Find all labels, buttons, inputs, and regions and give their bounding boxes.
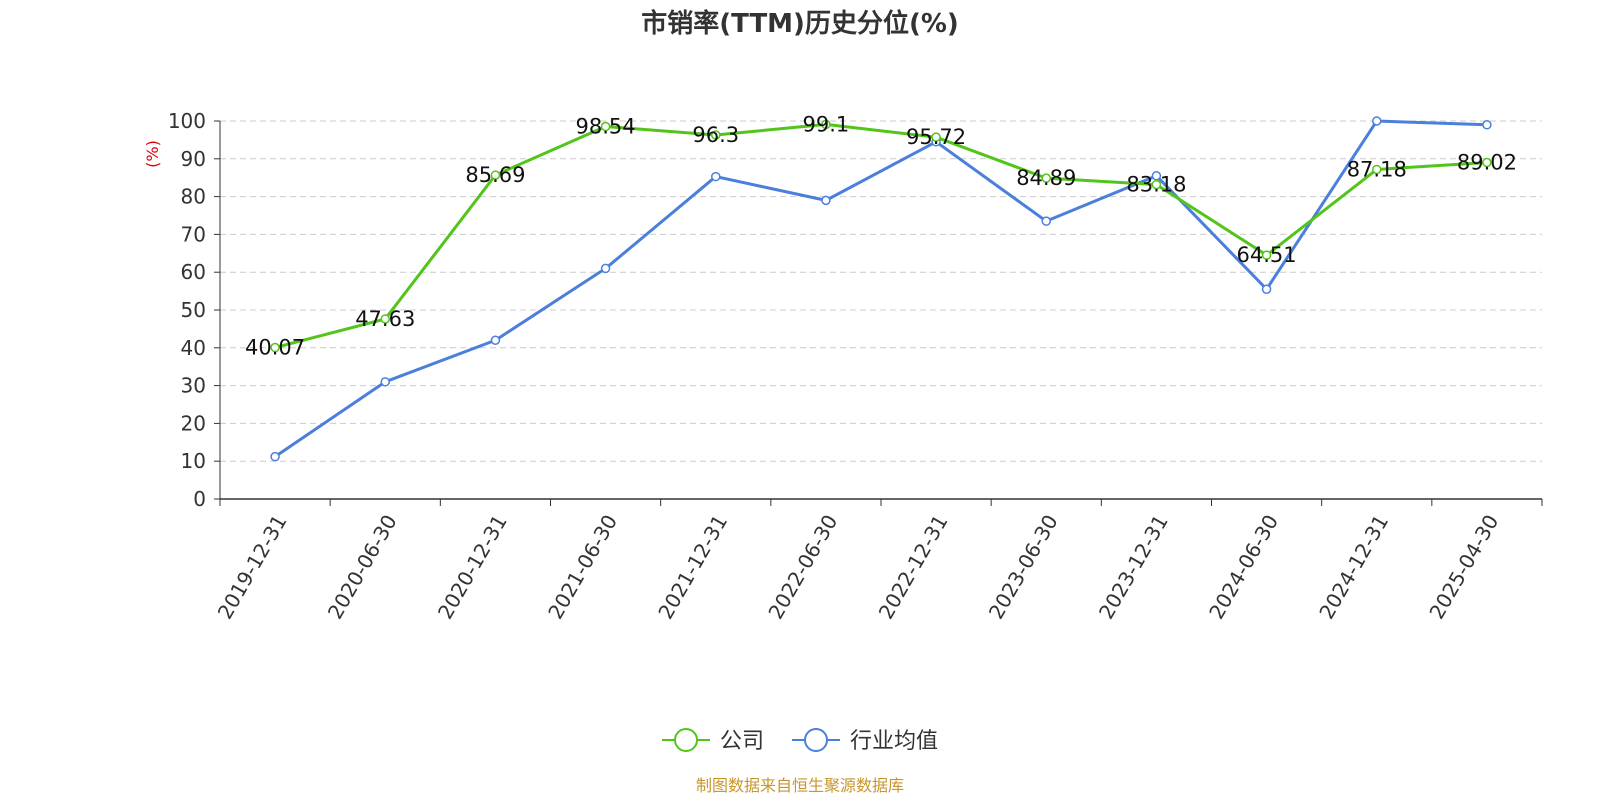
industry-average-point[interactable] <box>270 451 280 462</box>
company-point[interactable] <box>270 342 280 353</box>
legend-label: 行业均值 <box>850 729 938 754</box>
series-line-industry-average <box>274 119 1487 458</box>
legend-label: 公司 <box>720 729 764 754</box>
company-point[interactable] <box>1482 157 1492 168</box>
y-tick-label: 90 <box>181 147 206 171</box>
company-point[interactable] <box>1151 179 1162 190</box>
y-tick-label: 30 <box>181 374 206 398</box>
industry-average-point[interactable] <box>1261 284 1272 294</box>
x-tick-label: 2023-12-31 <box>1094 511 1173 624</box>
series-points <box>270 116 1492 462</box>
y-axis-ticks: 0 10 20 30 40 50 60 70 80 90 100 <box>168 109 206 511</box>
y-tick-label: 0 <box>193 487 206 511</box>
industry-average-point[interactable] <box>380 377 390 387</box>
x-tick-label: 2024-12-31 <box>1314 511 1393 624</box>
company-point[interactable] <box>490 170 501 180</box>
axes <box>214 120 1543 506</box>
industry-average-point[interactable] <box>490 335 501 345</box>
y-tick-label: 70 <box>181 222 206 246</box>
legend-marker <box>804 728 828 752</box>
data-label: 64.51 <box>1237 243 1297 267</box>
data-label: 99.1 <box>803 112 850 136</box>
x-tick-label: 2020-12-31 <box>433 510 512 623</box>
legend-marker <box>674 728 698 752</box>
gridlines <box>220 120 1542 462</box>
company-point[interactable] <box>380 314 390 324</box>
x-tick-label: 2021-06-30 <box>543 511 622 624</box>
data-label: 85.69 <box>465 163 525 187</box>
x-axis-ticks: 2019-12-31 2020-06-30 2020-12-31 2021-06-30… <box>213 510 1504 623</box>
company-point[interactable] <box>600 121 611 132</box>
industry-average-point[interactable] <box>1151 171 1162 181</box>
x-tick-label: 2024-06-30 <box>1204 511 1283 624</box>
source-note: 制图数据来自恒生聚源数据库 <box>696 776 904 795</box>
data-labels: 40.07 47.63 85.69 98.54 96.3 99.1 95.72 84.89 83… <box>245 112 1517 359</box>
series-line-company <box>274 122 1488 349</box>
data-label: 83.18 <box>1126 173 1186 197</box>
x-tick-label: 2020-06-30 <box>323 511 402 624</box>
legend[interactable]: 公司 行业均值 <box>662 728 938 754</box>
y-tick-label: 40 <box>181 336 206 360</box>
industry-average-point[interactable] <box>1372 116 1382 126</box>
company-point[interactable] <box>711 130 721 140</box>
y-tick-label: 100 <box>168 109 206 133</box>
company-point[interactable] <box>821 119 831 130</box>
x-tick-label: 2023-06-30 <box>984 511 1063 624</box>
industry-average-point[interactable] <box>600 263 611 274</box>
x-tick-label: 2019-12-31 <box>213 511 292 624</box>
data-label: 98.54 <box>576 115 636 139</box>
x-tick-label: 2022-06-30 <box>763 511 842 624</box>
y-tick-label: 50 <box>181 298 206 322</box>
data-label: 89.02 <box>1457 151 1517 175</box>
legend-item-industry-average[interactable]: 行业均值 <box>792 728 938 754</box>
x-tick-label: 2025-04-30 <box>1424 511 1503 624</box>
y-tick-label: 60 <box>181 260 206 284</box>
data-label: 84.89 <box>1016 166 1076 190</box>
data-label: 96.3 <box>692 123 739 147</box>
data-label: 40.07 <box>245 336 305 360</box>
y-tick-label: 20 <box>181 411 206 435</box>
y-tick-label: 80 <box>181 185 206 209</box>
data-label: 47.63 <box>355 307 415 331</box>
industry-average-point[interactable] <box>821 195 831 206</box>
y-axis-unit-label: (%) <box>143 140 162 168</box>
y-tick-label: 10 <box>181 449 206 473</box>
company-point[interactable] <box>1372 164 1382 175</box>
industry-average-point[interactable] <box>711 171 721 182</box>
data-label: 95.72 <box>906 125 966 149</box>
company-point[interactable] <box>931 132 941 142</box>
x-tick-label: 2021-12-31 <box>653 511 732 624</box>
series-lines <box>274 119 1488 458</box>
legend-item-company[interactable]: 公司 <box>662 728 764 754</box>
company-point[interactable] <box>1041 173 1051 183</box>
data-label: 87.18 <box>1347 157 1407 181</box>
chart-title: 市销率(TTM)历史分位(%) <box>641 8 959 39</box>
company-point[interactable] <box>1261 250 1272 260</box>
industry-average-point[interactable] <box>1482 120 1492 130</box>
x-tick-label: 2022-12-31 <box>874 510 953 623</box>
industry-average-point[interactable] <box>1041 216 1051 226</box>
